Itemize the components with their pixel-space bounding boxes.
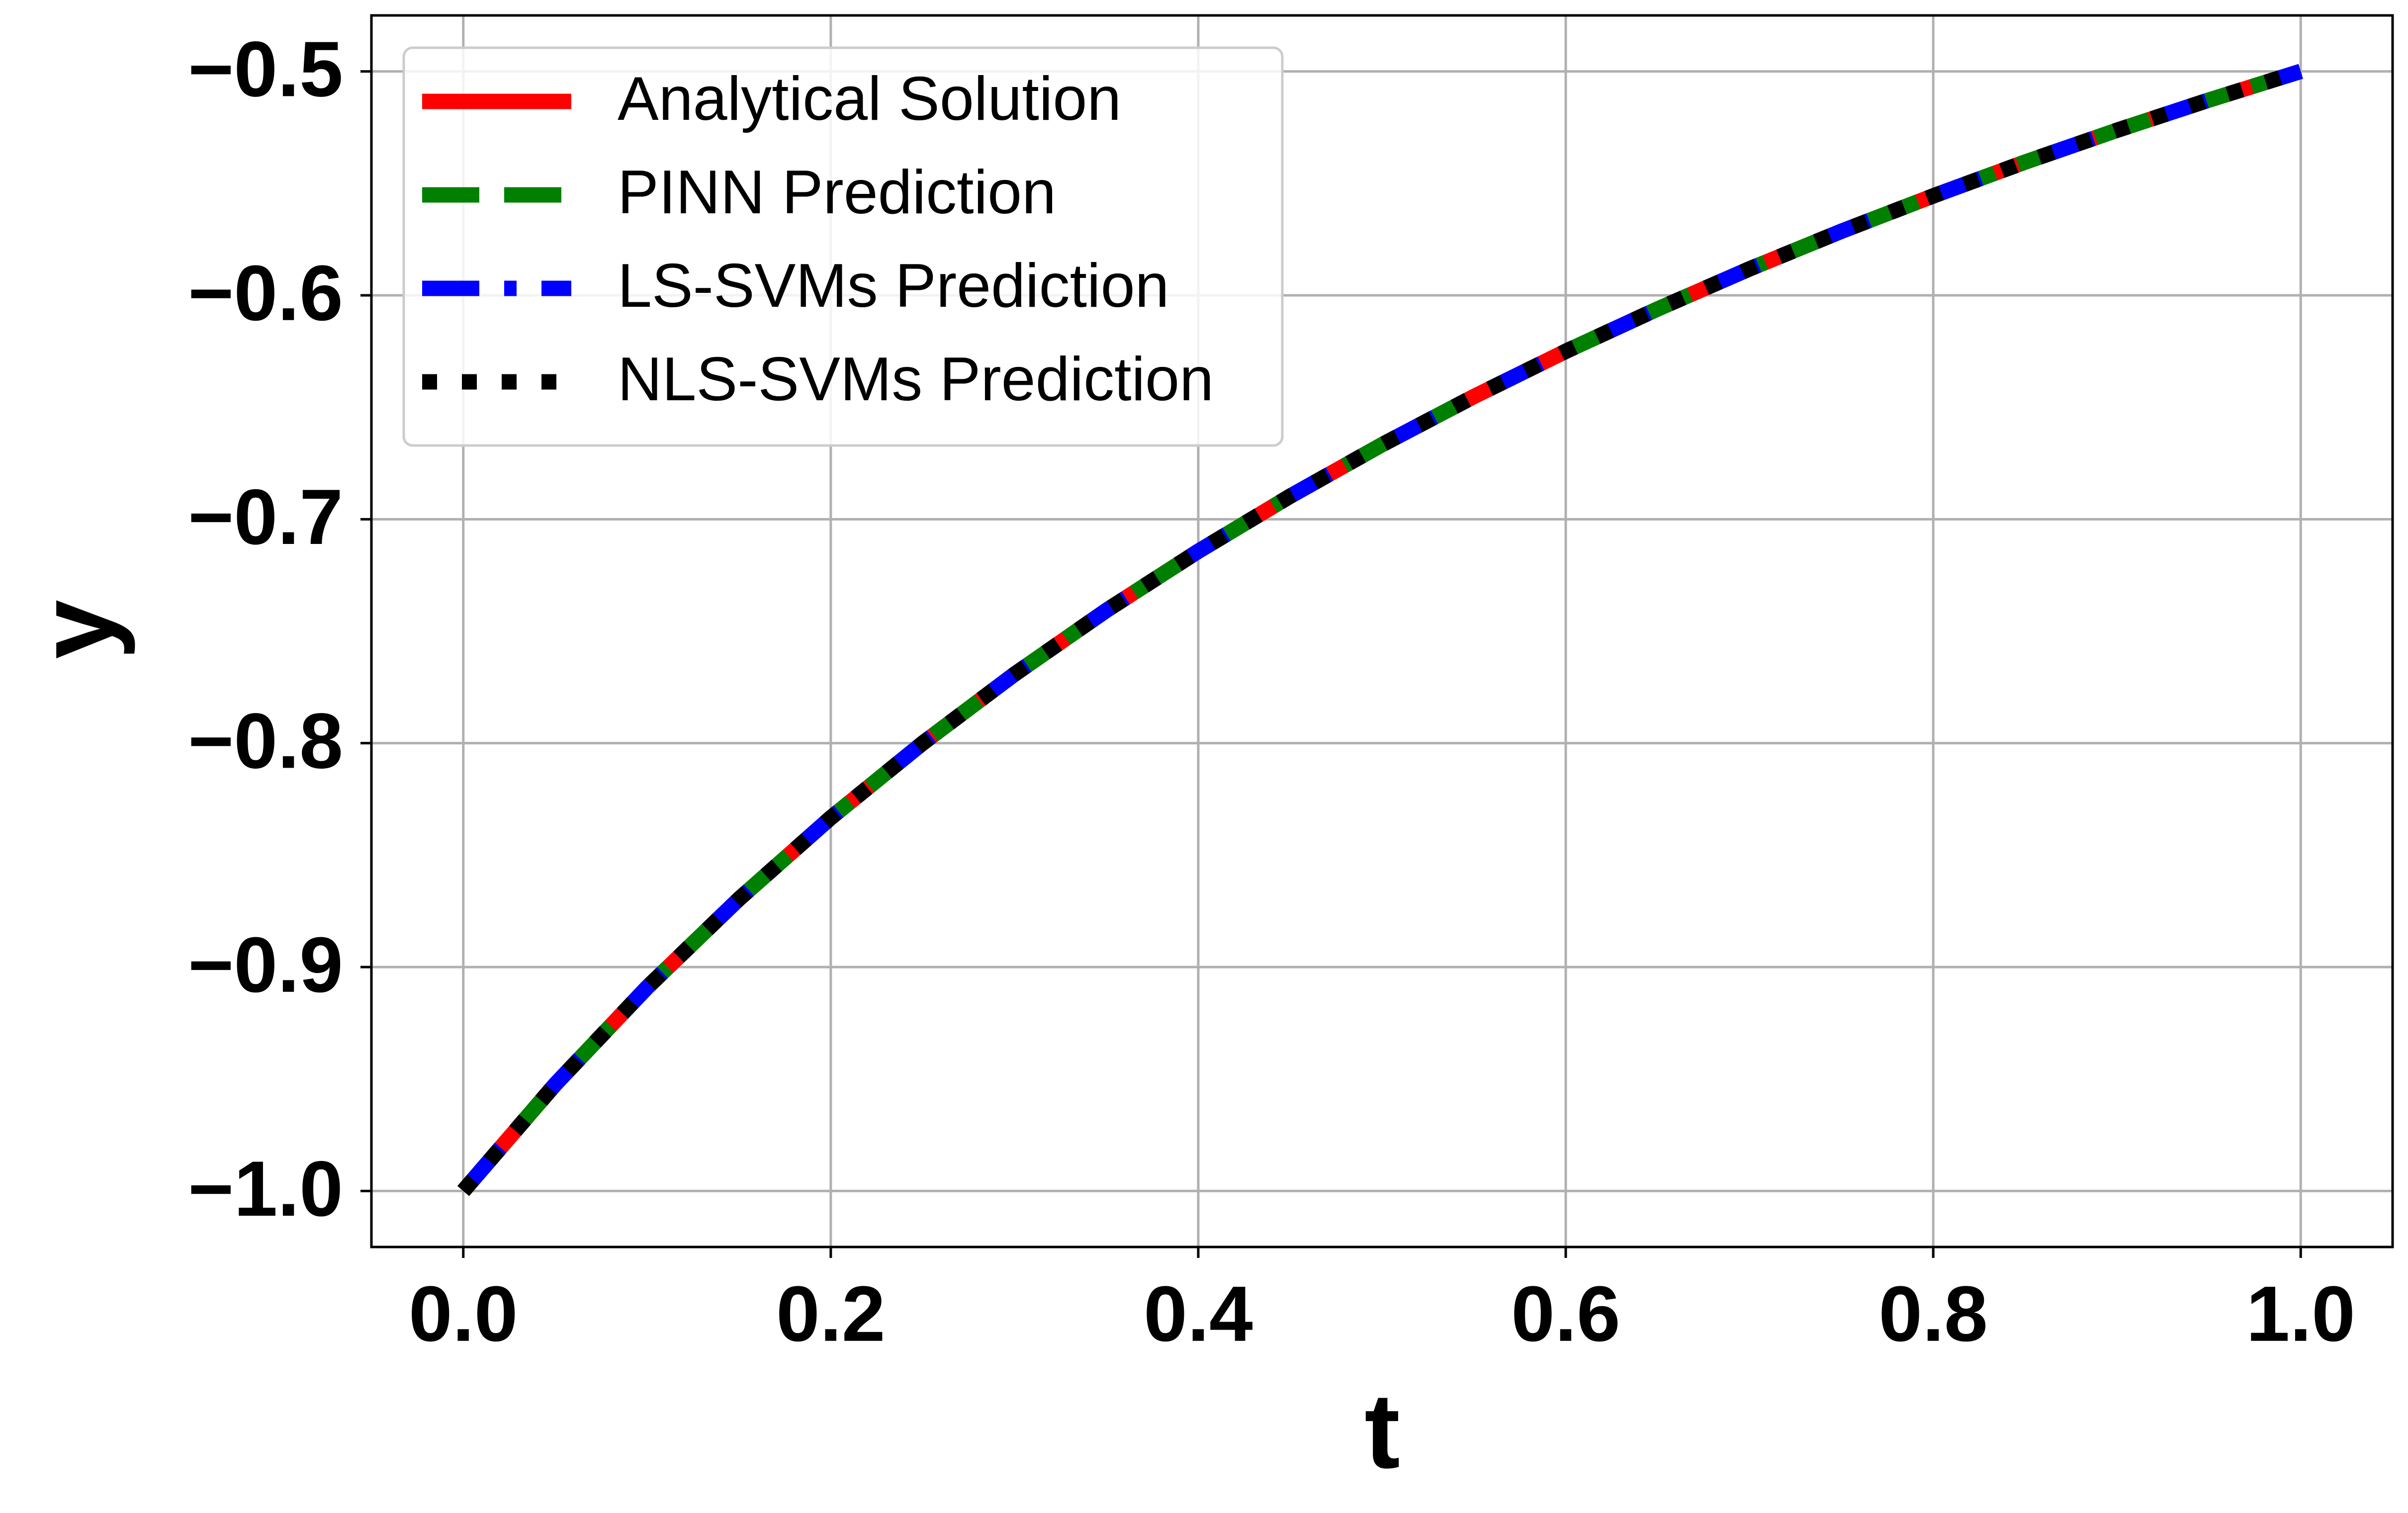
series-line xyxy=(457,64,2303,1196)
y-tick-label: −0.7 xyxy=(188,473,343,561)
y-tick-label: −0.8 xyxy=(188,697,343,785)
y-axis-label: y xyxy=(16,600,136,659)
legend-box xyxy=(402,46,1284,447)
legend: Analytical Solution PINN Prediction LS-SVM… xyxy=(402,46,1284,447)
x-tick-label: 1.0 xyxy=(2246,1270,2355,1358)
legend-label: NLS-SVMs Prediction xyxy=(618,345,1214,414)
y-tick-label: −1.0 xyxy=(188,1145,343,1233)
plot-area xyxy=(457,64,2303,1196)
x-tick-label: 0.2 xyxy=(776,1270,886,1358)
y-tick-label: −0.6 xyxy=(188,250,343,337)
legend-label: Analytical Solution xyxy=(618,65,1121,133)
y-tick-label: −0.9 xyxy=(188,921,343,1009)
x-tick-label: 0.4 xyxy=(1144,1270,1253,1358)
x-tick-label: 0.6 xyxy=(1511,1270,1620,1358)
axes-frame xyxy=(370,14,2394,1248)
legend-label: LS-SVMs Prediction xyxy=(618,252,1169,320)
x-axis-label: t xyxy=(1364,1371,1400,1491)
x-tick-label: 0.8 xyxy=(1878,1270,1988,1358)
legend-label: PINN Prediction xyxy=(618,158,1056,227)
x-tick-label: 0.0 xyxy=(409,1270,518,1358)
y-tick-label: −0.5 xyxy=(188,25,343,113)
